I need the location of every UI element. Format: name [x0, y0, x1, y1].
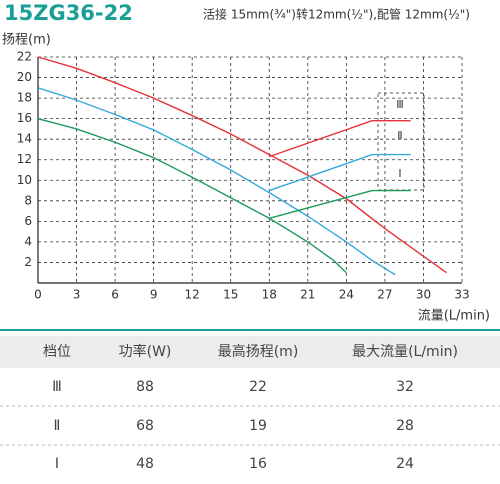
x-tick-label: 0	[34, 288, 42, 302]
y-tick-label: 4	[24, 234, 32, 248]
curve	[269, 153, 411, 192]
x-tick-label: 27	[377, 288, 392, 302]
table-cell: Ⅲ	[52, 379, 62, 395]
x-tick-label: 18	[262, 288, 277, 302]
y-tick-label: 14	[17, 132, 32, 146]
x-tick-label: 15	[223, 288, 238, 302]
model-title: 15ZG36-22	[4, 1, 133, 25]
table-cell: 22	[249, 379, 267, 395]
table-cell: 28	[396, 418, 414, 434]
table-cell: 68	[136, 418, 154, 434]
curve-label: Ⅱ	[397, 129, 402, 142]
y-tick-label: 12	[17, 152, 32, 166]
table-cell: Ⅱ	[54, 418, 61, 434]
y-tick-label: 2	[24, 255, 32, 269]
y-tick-label: 16	[17, 111, 32, 125]
y-tick-label: 6	[24, 214, 32, 228]
y-tick-label: 10	[17, 173, 32, 187]
table-header: 最大流量(L/min)	[352, 344, 458, 360]
y-tick-label: 8	[24, 193, 32, 207]
x-tick-label: 12	[185, 288, 200, 302]
x-tick-label: 21	[300, 288, 315, 302]
x-tick-label: 9	[150, 288, 158, 302]
x-tick-label: 3	[73, 288, 81, 302]
curve	[37, 56, 447, 274]
table-cell: 32	[396, 379, 414, 395]
y-tick-label: 18	[17, 91, 32, 105]
curve-label: Ⅲ	[396, 98, 404, 111]
curve	[37, 87, 396, 276]
table-header-bg	[0, 336, 500, 368]
x-tick-label: 24	[339, 288, 354, 302]
table-cell: 24	[396, 456, 414, 472]
x-tick-label: 33	[454, 288, 469, 302]
y-axis-label: 扬程(m)	[2, 33, 51, 48]
spec-text: 活接 15mm(¾")转12mm(½"),配管 12mm(½")	[203, 7, 470, 22]
table-header: 档位	[43, 344, 71, 360]
table-cell: 48	[136, 456, 154, 472]
x-tick-label: 30	[416, 288, 431, 302]
y-tick-label: 20	[17, 70, 32, 84]
y-tick-label: 22	[17, 50, 32, 64]
x-axis-label: 流量(L/min)	[418, 309, 490, 324]
table-header: 最高扬程(m)	[218, 343, 299, 360]
table-cell: Ⅰ	[55, 456, 59, 472]
curve	[269, 189, 411, 219]
x-tick-label: 6	[111, 288, 119, 302]
table-cell: 19	[249, 418, 267, 434]
table-cell: 88	[136, 379, 154, 395]
curve-label: Ⅰ	[398, 167, 401, 180]
curve	[37, 117, 347, 274]
curve	[269, 119, 411, 158]
table-cell: 16	[249, 456, 267, 472]
table-header: 功率(W)	[119, 343, 172, 360]
